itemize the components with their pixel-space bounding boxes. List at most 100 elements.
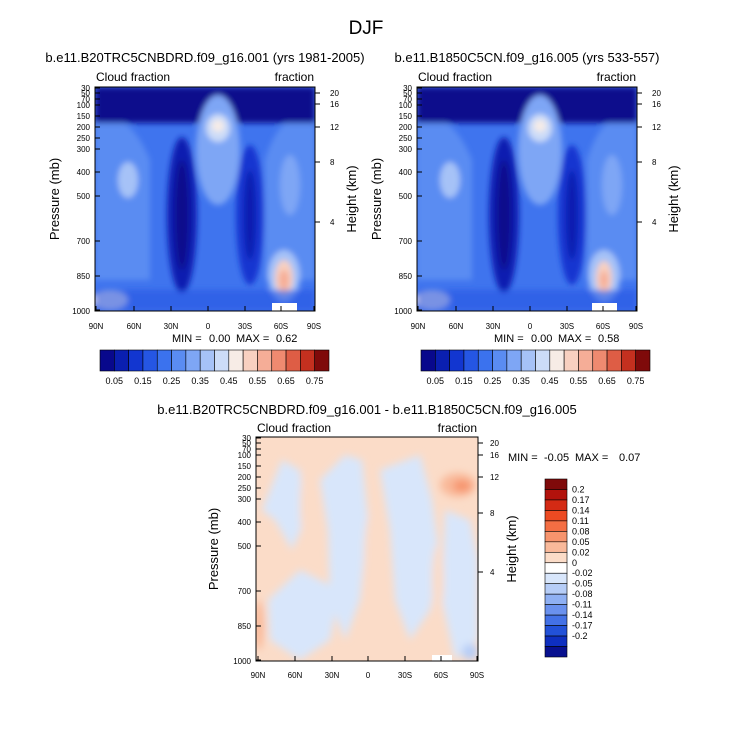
panel-difference-field	[256, 437, 478, 661]
field-negative-band-sh	[380, 455, 440, 640]
panel-difference-height-ticks: 20 16 12 8 4	[478, 439, 499, 577]
field-negative-band-polar	[442, 510, 478, 660]
y-tick-label: 30	[242, 434, 251, 443]
field-missing-strip	[272, 303, 297, 311]
height-tick-8: 8	[637, 158, 657, 167]
x-tick-label: 60S	[596, 322, 610, 331]
colorbar-swatch	[544, 646, 568, 658]
x-tick-90n: 90N	[89, 306, 104, 331]
field-tropical-peak	[212, 120, 224, 132]
y-tick-label: 850	[77, 272, 91, 281]
colorbar-swatch	[156, 349, 172, 372]
colorbar-label: 0.25	[163, 376, 181, 386]
colorbar-swatch	[214, 349, 230, 372]
colorbar-swatch	[171, 349, 187, 372]
colorbar-label: -0.14	[572, 610, 593, 620]
colorbar-swatch	[544, 499, 568, 511]
panel-left-field	[95, 87, 315, 311]
y-tick-label: 100	[399, 101, 413, 110]
panel-right-max-label: MAX =	[558, 333, 591, 345]
panel-left-min-label: MIN =	[172, 333, 202, 345]
panel-left-min-value: 0.00	[209, 333, 230, 345]
panel-difference-left-label: Cloud fraction	[257, 421, 331, 435]
colorbar-label: 0.15	[455, 376, 473, 386]
colorbar-swatch	[544, 593, 568, 605]
y-tick-200: 200	[77, 123, 100, 132]
panel-right-title: b.e11.B1850C5CN.f09_g16.005 (yrs 533-557…	[395, 50, 660, 65]
colorbar-label: 0.05	[572, 537, 590, 547]
panel-right-field	[417, 87, 637, 311]
y-tick-label: 150	[238, 462, 252, 471]
colorbar-label: 0.35	[512, 376, 530, 386]
y-tick-label: 700	[238, 587, 252, 596]
colorbar-label: 0.05	[106, 376, 124, 386]
x-tick-label: 30N	[164, 322, 179, 331]
colorbar-swatch	[449, 349, 465, 372]
y-tick-200: 200	[238, 473, 261, 482]
field-tropical-tower	[518, 95, 562, 205]
height-tick-4: 4	[315, 218, 335, 227]
x-tick-label: 90S	[470, 671, 484, 680]
panel-difference-max-value: 0.07	[619, 452, 640, 464]
colorbar-label: 0.02	[572, 547, 590, 557]
field-negative-band-eq	[320, 455, 368, 640]
panel-left-y2label: Height (km)	[344, 165, 359, 232]
y-tick-500: 500	[399, 192, 422, 201]
colorbar-label: 0.65	[598, 376, 616, 386]
x-tick-60n: 60N	[127, 306, 142, 331]
y-tick-label: 250	[238, 484, 252, 493]
x-tick-30n: 30N	[486, 306, 501, 331]
y-tick-700: 700	[399, 237, 422, 246]
y-tick-label: 250	[399, 134, 413, 143]
colorbar-label: -0.11	[572, 600, 592, 610]
panel-right-right-label: fraction	[597, 70, 636, 84]
field-subtropic-core-n	[497, 160, 511, 270]
panel-difference-x-ticks: 90N 60N 30N 0 30S 60S 90S	[251, 656, 484, 680]
height-tick-label: 16	[330, 100, 339, 109]
height-tick-4: 4	[637, 218, 657, 227]
panel-right-max-value: 0.58	[598, 333, 619, 345]
field-negative-band-lower	[268, 570, 340, 660]
y-tick-label: 850	[399, 272, 413, 281]
height-tick-12: 12	[478, 473, 499, 482]
height-tick-16: 16	[637, 100, 661, 109]
panel-right-colorbar: 0.05 0.15 0.25 0.35 0.45 0.55 0.65 0.75	[420, 349, 651, 386]
x-tick-label: 60S	[274, 322, 288, 331]
field-missing-strip	[592, 303, 617, 311]
y-tick-label: 300	[399, 145, 413, 154]
y-tick-100: 100	[238, 451, 261, 460]
y-tick-50: 50	[242, 439, 261, 448]
colorbar-swatch	[544, 583, 568, 595]
colorbar-swatch	[544, 625, 568, 637]
height-tick-label: 16	[490, 451, 499, 460]
panel-right-y-ticks: 30 50 70 100 150 200 250 300 400 500 700…	[394, 84, 422, 316]
colorbar-label: 0.15	[134, 376, 152, 386]
height-tick-label: 20	[330, 89, 339, 98]
field-positive-cell-s	[432, 545, 444, 615]
x-tick-60n: 60N	[288, 656, 303, 680]
field-negative-surface-s	[462, 644, 478, 660]
y-tick-100: 100	[399, 101, 422, 110]
colorbar-label: -0.17	[572, 621, 593, 631]
y-tick-30: 30	[403, 84, 422, 93]
y-tick-label: 200	[238, 473, 252, 482]
y-tick-label: 70	[403, 95, 412, 104]
y-tick-400: 400	[399, 168, 422, 177]
y-tick-label: 150	[399, 112, 413, 121]
colorbar-swatch	[506, 349, 522, 372]
field-surface-band	[417, 290, 637, 311]
panel-difference: b.e11.B20TRC5CNBDRD.f09_g16.001 - b.e11.…	[157, 402, 640, 680]
colorbar-swatch	[544, 551, 568, 564]
colorbar-swatch	[544, 562, 568, 574]
x-tick-label: 90N	[251, 671, 266, 680]
y-tick-label: 400	[238, 518, 252, 527]
colorbar-swatch	[114, 349, 129, 372]
y-tick-500: 500	[77, 192, 100, 201]
x-tick-60s: 60S	[274, 306, 288, 331]
colorbar-label: 0.55	[249, 376, 267, 386]
field-midlat-n	[440, 162, 460, 198]
x-tick-90s: 90S	[470, 656, 484, 680]
y-tick-850: 850	[399, 272, 422, 281]
colorbar-swatch	[544, 541, 568, 553]
x-tick-30n: 30N	[164, 306, 179, 331]
